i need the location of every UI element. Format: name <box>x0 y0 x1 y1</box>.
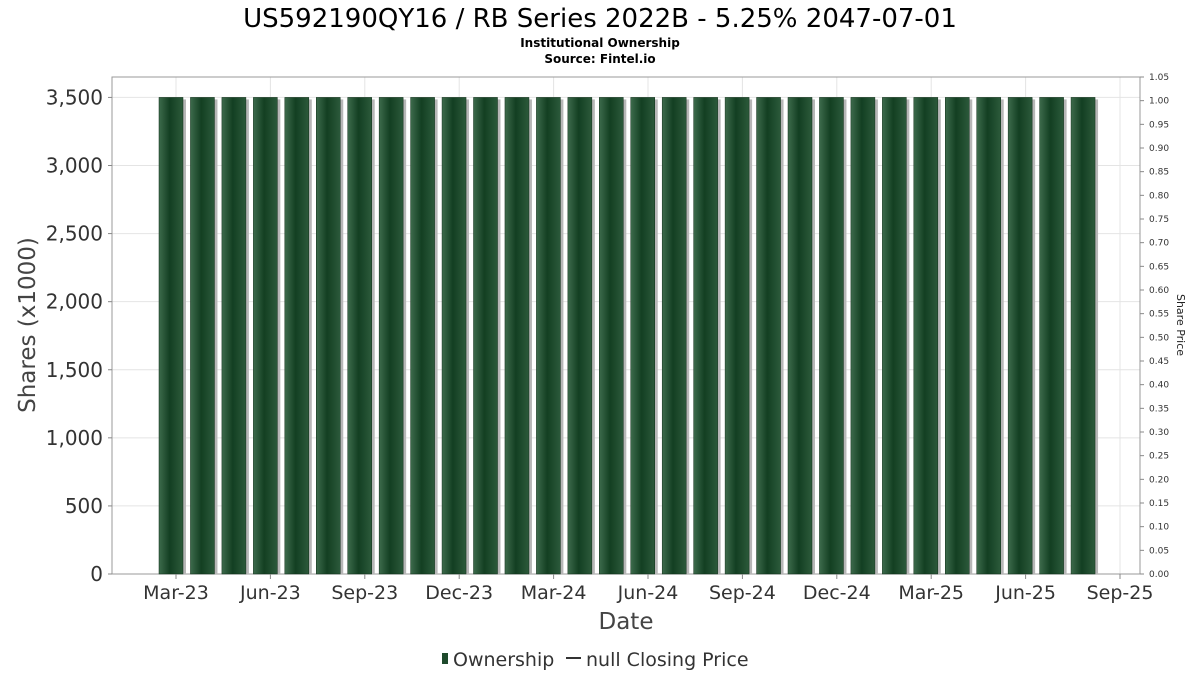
y2-tick-label: 0.75 <box>1149 215 1169 225</box>
y2-axis-ticks: 0.00 0.05 0.10 0.15 0.20 0.25 0.30 0.35 0.40 0.45… <box>1140 73 1169 580</box>
price-legend-label: null Closing Price <box>586 649 749 671</box>
ownership-bar <box>253 97 278 575</box>
ownership-bar <box>441 97 467 575</box>
ownership-bar <box>693 97 718 575</box>
ownership-bar <box>347 97 372 575</box>
ownership-bar <box>1007 97 1033 575</box>
y-axis-label: Shares (x1000) <box>15 237 41 413</box>
y2-tick-label: 0.60 <box>1149 286 1169 296</box>
x-tick-label: Sep-25 <box>1087 582 1154 604</box>
y-tick-label: 3,000 <box>46 154 103 178</box>
ownership-bar <box>536 97 561 575</box>
y2-tick-label: 0.85 <box>1149 168 1169 178</box>
y2-tick-label: 0.30 <box>1149 428 1169 438</box>
y-axis-ticks: 0 500 1,000 1,500 2,000 2,500 3,000 3,500 <box>46 85 112 586</box>
ownership-bar <box>787 97 813 575</box>
x-axis-ticks: Mar-23 Jun-23 Sep-23 Dec-23 Mar-24 Jun-24 Sep-… <box>143 574 1153 604</box>
ownership-bar <box>724 97 750 575</box>
ownership-bar <box>850 97 876 575</box>
y2-tick-label: 0.15 <box>1149 499 1169 509</box>
y-tick-label: 3,500 <box>46 85 103 109</box>
y2-tick-label: 0.50 <box>1149 333 1169 343</box>
y2-tick-label: 0.05 <box>1149 546 1169 556</box>
x-tick-label: Jun-25 <box>994 582 1056 604</box>
y-tick-label: 1,000 <box>46 426 103 450</box>
x-tick-label: Jun-24 <box>617 582 679 604</box>
ownership-bar <box>410 97 435 575</box>
chart-subtitle-1: Institutional Ownership <box>520 36 680 50</box>
y2-tick-label: 0.10 <box>1149 523 1169 533</box>
y2-tick-label: 0.90 <box>1149 144 1169 154</box>
y2-tick-label: 0.95 <box>1149 120 1169 130</box>
y2-tick-label: 0.65 <box>1149 262 1169 272</box>
ownership-bar <box>473 97 498 575</box>
y-tick-label: 2,000 <box>46 290 103 314</box>
y2-tick-label: 0.70 <box>1149 239 1169 249</box>
x-tick-label: Dec-24 <box>803 582 871 604</box>
y2-tick-label: 0.00 <box>1149 570 1169 580</box>
ownership-bar <box>1039 97 1064 575</box>
y-tick-label: 0 <box>90 562 103 586</box>
y2-tick-label: 1.05 <box>1149 73 1169 83</box>
x-tick-label: Mar-24 <box>521 582 587 604</box>
ownership-bar <box>945 97 970 575</box>
legend: Ownership null Closing Price <box>442 649 749 671</box>
ownership-bar <box>599 97 624 575</box>
y2-tick-label: 0.80 <box>1149 191 1169 201</box>
x-tick-label: Sep-24 <box>709 582 776 604</box>
y-tick-label: 500 <box>65 494 103 518</box>
ownership-bar <box>661 97 687 575</box>
y2-tick-label: 0.25 <box>1149 452 1169 462</box>
x-tick-label: Jun-23 <box>239 582 301 604</box>
ownership-legend-icon <box>442 653 448 664</box>
ownership-bar <box>882 97 907 575</box>
ownership-bar <box>190 97 215 575</box>
x-axis-label: Date <box>599 609 654 635</box>
bars-group <box>158 97 1099 575</box>
x-tick-label: Sep-23 <box>331 582 398 604</box>
y2-axis-label: Share Price <box>1174 294 1187 356</box>
ownership-bar <box>158 97 184 575</box>
y-tick-label: 2,500 <box>46 222 103 246</box>
ownership-bar <box>284 97 310 575</box>
chart-subtitle-2: Source: Fintel.io <box>544 52 655 66</box>
ownership-bar <box>316 97 341 575</box>
y2-tick-label: 0.35 <box>1149 404 1169 414</box>
y2-tick-label: 1.00 <box>1149 97 1169 107</box>
y2-tick-label: 0.20 <box>1149 475 1169 485</box>
ownership-bar <box>819 97 844 575</box>
chart-title: US592190QY16 / RB Series 2022B - 5.25% 2… <box>243 4 957 34</box>
y-tick-label: 1,500 <box>46 358 103 382</box>
ownership-bar <box>913 97 939 575</box>
ownership-legend-label: Ownership <box>453 649 554 671</box>
x-tick-label: Mar-25 <box>898 582 964 604</box>
x-tick-label: Dec-23 <box>425 582 493 604</box>
y2-tick-label: 0.40 <box>1149 381 1169 391</box>
ownership-bar <box>756 97 781 575</box>
ownership-bar <box>221 97 247 575</box>
x-tick-label: Mar-23 <box>143 582 209 604</box>
ownership-bar <box>976 97 1001 575</box>
ownership-bar <box>504 97 530 575</box>
y2-tick-label: 0.55 <box>1149 310 1169 320</box>
ownership-bar <box>378 97 404 575</box>
ownership-bar <box>630 97 655 575</box>
ownership-bar <box>1070 97 1096 575</box>
y2-tick-label: 0.45 <box>1149 357 1169 367</box>
ownership-bar <box>567 97 593 575</box>
